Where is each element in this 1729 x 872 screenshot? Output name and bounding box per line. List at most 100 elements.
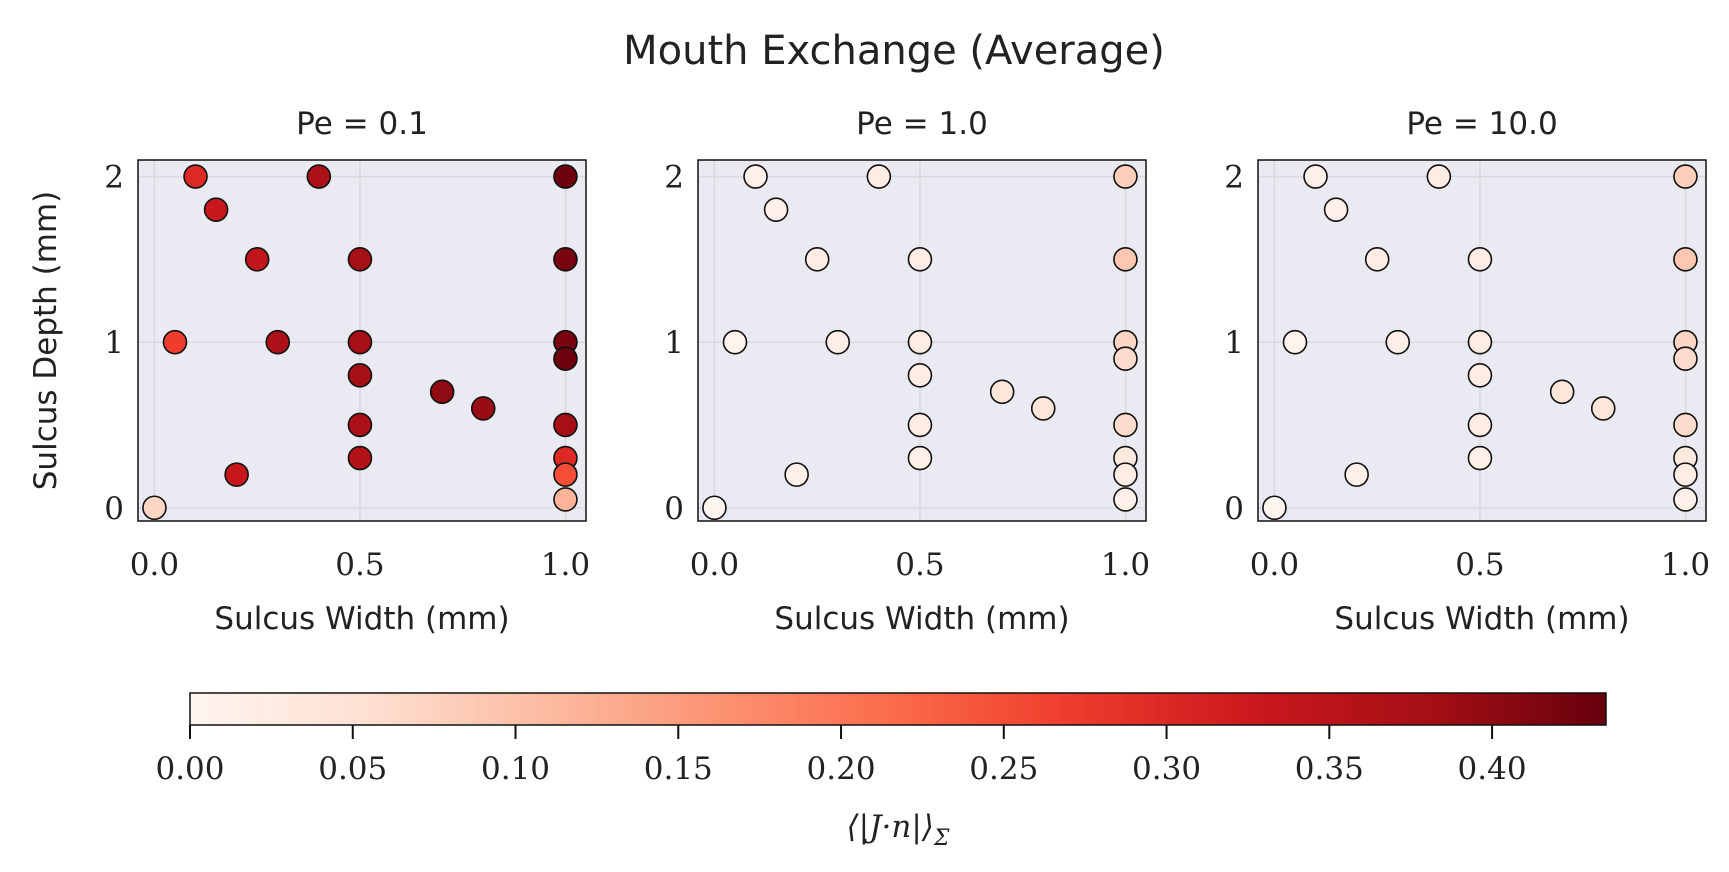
colorbar-label-subscript: Σ <box>933 826 950 851</box>
scatter-point <box>1673 247 1698 272</box>
scatter-points <box>702 164 1138 521</box>
scatter-point <box>1467 362 1493 388</box>
panel-title: Pe = 10.0 <box>1406 106 1557 142</box>
scatter-point <box>553 247 578 272</box>
x-tick-label: 0.5 <box>335 547 384 583</box>
x-tick-labels: 0.0 0.5 1.0 <box>690 547 1150 583</box>
y-tick-label: 2 <box>104 160 124 196</box>
y-tick-labels: 0 1 2 <box>104 160 124 527</box>
y-tick-label: 2 <box>664 160 684 196</box>
panel-pe-10-0: Pe = 10.0 Sulcus Width (mm) 0.0 0.5 1.0 0 1… <box>1224 106 1710 637</box>
colorbar-tick-label: 0.05 <box>318 751 387 787</box>
figure-title: Mouth Exchange (Average) <box>623 28 1165 74</box>
scatter-point <box>347 445 373 471</box>
y-tick-label: 0 <box>664 491 684 527</box>
scatter-point <box>907 247 933 272</box>
scatter-point <box>989 379 1015 405</box>
scatter-points <box>1262 164 1698 521</box>
scatter-point <box>1673 412 1698 438</box>
scatter-point <box>804 247 830 272</box>
axes-frame <box>137 159 587 522</box>
scatter-point <box>1323 197 1349 222</box>
scatter-point <box>429 379 455 405</box>
scatter-point <box>470 396 496 421</box>
scatter-point <box>1113 164 1138 189</box>
y-tick-label: 0 <box>104 491 124 527</box>
colorbar-tick-label: 0.35 <box>1295 751 1364 787</box>
panel-pe-0-1: Pe = 0.1 Sulcus Width (mm) Sulcus Depth … <box>28 106 590 637</box>
scatter-point <box>825 329 851 355</box>
y-tick-label: 2 <box>1224 160 1244 196</box>
y-axis-label: Sulcus Depth (mm) <box>28 191 64 491</box>
scatter-point <box>1467 445 1493 471</box>
scatter-point <box>1364 247 1390 272</box>
x-tick-label: 0.5 <box>1455 547 1504 583</box>
scatter-point <box>1030 396 1056 421</box>
scatter-point <box>1426 164 1452 189</box>
scatter-point <box>1113 247 1138 272</box>
scatter-point <box>1385 329 1411 355</box>
scatter-point <box>1113 346 1138 372</box>
scatter-point <box>1113 487 1138 512</box>
scatter-point <box>907 329 933 355</box>
y-tick-labels: 0 1 2 <box>664 160 684 527</box>
scatter-point <box>784 462 809 487</box>
scatter-point <box>907 445 933 471</box>
scatter-point <box>553 412 578 438</box>
scatter-point <box>306 164 332 189</box>
scatter-point <box>347 329 373 355</box>
scatter-point <box>907 362 933 388</box>
colorbar: 0.00 0.05 0.10 0.15 0.20 0.25 0.30 0.35 0.40 ⟨|J… <box>155 692 1607 851</box>
scatter-point <box>1344 462 1369 487</box>
scatter-point <box>866 164 892 189</box>
x-axis-label: Sulcus Width (mm) <box>774 601 1069 637</box>
colorbar-tick-label: 0.00 <box>155 751 224 787</box>
x-tick-labels: 0.0 0.5 1.0 <box>130 547 590 583</box>
scatter-point <box>1113 412 1138 438</box>
x-tick-label: 0.0 <box>690 547 739 583</box>
panel-pe-1-0: Pe = 1.0 Sulcus Width (mm) 0.0 0.5 1.0 0 1 2 <box>664 106 1150 637</box>
colorbar-tick-label: 0.30 <box>1132 751 1201 787</box>
scatter-point <box>722 329 748 355</box>
y-tick-label: 1 <box>1224 325 1244 361</box>
scatter-point <box>347 247 373 272</box>
scatter-point <box>183 164 208 189</box>
scatter-point <box>1467 247 1493 272</box>
colorbar-label-main: ⟨|J·n|⟩ <box>847 809 934 845</box>
scatter-point <box>1262 495 1287 521</box>
scatter-point <box>702 495 727 521</box>
scatter-point <box>1467 329 1493 355</box>
scatter-point <box>347 362 373 388</box>
colorbar-tick-label: 0.40 <box>1458 751 1527 787</box>
colorbar-ticks: 0.00 0.05 0.10 0.15 0.20 0.25 0.30 0.35 0.40 <box>155 725 1527 787</box>
x-tick-label: 0.0 <box>130 547 179 583</box>
axes-frame <box>1257 159 1707 522</box>
scatter-point <box>1113 462 1138 487</box>
scatter-point <box>1673 487 1698 512</box>
scatter-points <box>142 164 578 521</box>
y-tick-label: 1 <box>664 325 684 361</box>
scatter-point <box>553 462 578 487</box>
x-axis-label: Sulcus Width (mm) <box>214 601 509 637</box>
scatter-point <box>1282 329 1308 355</box>
x-tick-labels: 0.0 0.5 1.0 <box>1250 547 1710 583</box>
scatter-point <box>743 164 768 189</box>
scatter-point <box>553 487 578 512</box>
y-tick-label: 0 <box>1224 491 1244 527</box>
x-tick-label: 1.0 <box>541 547 590 583</box>
colorbar-gradient <box>189 692 1607 726</box>
axes-frame <box>697 159 1147 522</box>
scatter-point <box>244 247 270 272</box>
scatter-point <box>1467 412 1493 438</box>
colorbar-tick-label: 0.25 <box>969 751 1038 787</box>
colorbar-label: ⟨|J·n|⟩Σ <box>847 809 950 851</box>
scatter-point <box>162 329 188 355</box>
x-tick-label: 0.5 <box>895 547 944 583</box>
scatter-point <box>265 329 291 355</box>
y-tick-label: 1 <box>104 325 124 361</box>
x-axis-label: Sulcus Width (mm) <box>1334 601 1629 637</box>
scatter-point <box>763 197 789 222</box>
scatter-point <box>553 164 578 189</box>
scatter-point <box>1549 379 1575 405</box>
